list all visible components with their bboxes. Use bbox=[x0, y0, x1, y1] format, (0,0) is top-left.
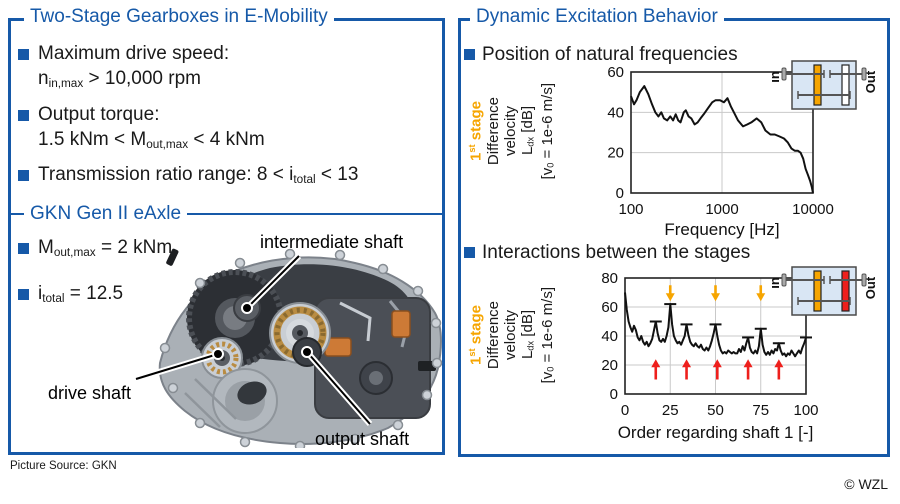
gearbox-schematic-stage1: In Out bbox=[772, 57, 882, 115]
y-axis-label-line: velocity bbox=[501, 309, 519, 361]
svg-text:40: 40 bbox=[601, 328, 618, 345]
stage2-gear bbox=[841, 270, 850, 312]
y-axis-label-line: [v0 = 1e-6 m/s] bbox=[538, 82, 556, 180]
svg-text:60: 60 bbox=[601, 299, 618, 316]
natural-frequency-chart: 0 20 40 60 100 1000 10000 Frequency [Hz] bbox=[560, 62, 860, 242]
two-stage-schematic: In Out bbox=[772, 60, 878, 110]
svg-text:0: 0 bbox=[621, 402, 629, 419]
svg-text:100: 100 bbox=[618, 201, 643, 218]
left-panel-title: Two-Stage Gearboxes in E-Mobility bbox=[24, 5, 334, 29]
svg-text:0: 0 bbox=[616, 185, 624, 202]
chart2-y-axis-labels: 1st stage Difference velocity Ldx [dB] [v0 =… bbox=[464, 272, 559, 398]
two-stage-schematic: In Out bbox=[772, 266, 878, 316]
machinery-block bbox=[314, 297, 436, 419]
y-axis-label-line: Ldx [dB] bbox=[518, 310, 536, 360]
svg-text:60: 60 bbox=[607, 64, 624, 81]
svg-text:20: 20 bbox=[601, 357, 618, 374]
bullet-max-drive-speed-value: nin,max > 10,000 rpm bbox=[38, 68, 202, 90]
stage2-gear bbox=[841, 64, 850, 106]
label-drive-shaft: drive shaft bbox=[48, 383, 132, 403]
right-panel-title: Dynamic Excitation Behavior bbox=[470, 5, 724, 29]
svg-text:0: 0 bbox=[610, 386, 618, 403]
chart1-y-axis-labels: 1st stage Difference velocity Ldx [dB] [v0 =… bbox=[464, 70, 559, 192]
svg-text:20: 20 bbox=[607, 145, 624, 162]
y-axis-label-line: Difference bbox=[484, 96, 502, 166]
svg-text:10000: 10000 bbox=[792, 201, 834, 218]
stage-label: 1st stage bbox=[467, 305, 485, 365]
stage1-gear bbox=[813, 270, 822, 312]
breather-plug bbox=[166, 248, 179, 266]
heading-natural-frequencies: Position of natural frequencies bbox=[482, 44, 738, 65]
svg-text:Order regarding shaft 1 [-]: Order regarding shaft 1 [-] bbox=[618, 423, 814, 442]
inset-in-label: In bbox=[772, 71, 782, 83]
stage1-gear bbox=[813, 64, 822, 106]
heading-stage-interactions: Interactions between the stages bbox=[482, 242, 751, 263]
y-axis-label-line: velocity bbox=[501, 105, 519, 157]
bullet-icon bbox=[18, 243, 29, 254]
bullet-icon bbox=[18, 170, 29, 181]
bullet-icon bbox=[18, 49, 29, 60]
svg-text:80: 80 bbox=[601, 270, 618, 287]
intermediate-pinion bbox=[233, 294, 261, 322]
svg-text:75: 75 bbox=[752, 402, 769, 419]
svg-text:50: 50 bbox=[707, 402, 724, 419]
housing-boss bbox=[184, 368, 278, 434]
picture-source: Picture Source: GKN bbox=[10, 460, 117, 472]
bullet-icon bbox=[464, 49, 475, 60]
y-axis-label-line: Ldx [dB] bbox=[518, 106, 536, 156]
bullet-icon bbox=[18, 110, 29, 121]
inset-out-label: Out bbox=[863, 276, 878, 299]
gearbox-schematic-both-stages: In Out bbox=[772, 263, 882, 321]
inset-out-label: Out bbox=[863, 70, 878, 93]
svg-text:Frequency [Hz]: Frequency [Hz] bbox=[664, 220, 779, 239]
y-axis-label-line: [v0 = 1e-6 m/s] bbox=[538, 286, 556, 384]
label-output-shaft: output shaft bbox=[315, 429, 410, 449]
y-axis-label-line: Difference bbox=[484, 300, 502, 370]
inset-in-label: In bbox=[772, 277, 782, 289]
gkn-section-divider bbox=[8, 213, 445, 215]
bullet-icon bbox=[18, 289, 29, 300]
bullet-itotal: itotal = 12.5 bbox=[38, 283, 124, 305]
stage-label: 1st stage bbox=[467, 101, 485, 161]
svg-text:1000: 1000 bbox=[705, 201, 738, 218]
bullet-output-torque: Output torque: bbox=[38, 104, 160, 125]
output-hub bbox=[292, 337, 322, 367]
svg-text:25: 25 bbox=[662, 402, 679, 419]
order-spectrum-chart: 0 20 40 60 80 0 25 50 75 100 Order regarding shaft… bbox=[560, 262, 860, 448]
bullet-mout-max: Mout,max = 2 kNm bbox=[38, 237, 173, 259]
bullet-icon bbox=[464, 247, 475, 258]
bullet-output-torque-value: 1.5 kNm < Mout,max < 4 kNm bbox=[38, 129, 265, 151]
gkn-section-title: GKN Gen II eAxle bbox=[24, 202, 188, 226]
bullet-max-drive-speed: Maximum drive speed: bbox=[38, 43, 230, 64]
copyright: © WZL bbox=[844, 476, 888, 492]
gearbox-photo bbox=[158, 248, 443, 448]
svg-text:100: 100 bbox=[793, 402, 818, 419]
svg-text:40: 40 bbox=[607, 104, 624, 121]
label-intermediate-shaft: intermediate shaft bbox=[260, 232, 404, 252]
bullet-transmission-ratio: Transmission ratio range: 8 < itotal < 1… bbox=[38, 164, 359, 186]
